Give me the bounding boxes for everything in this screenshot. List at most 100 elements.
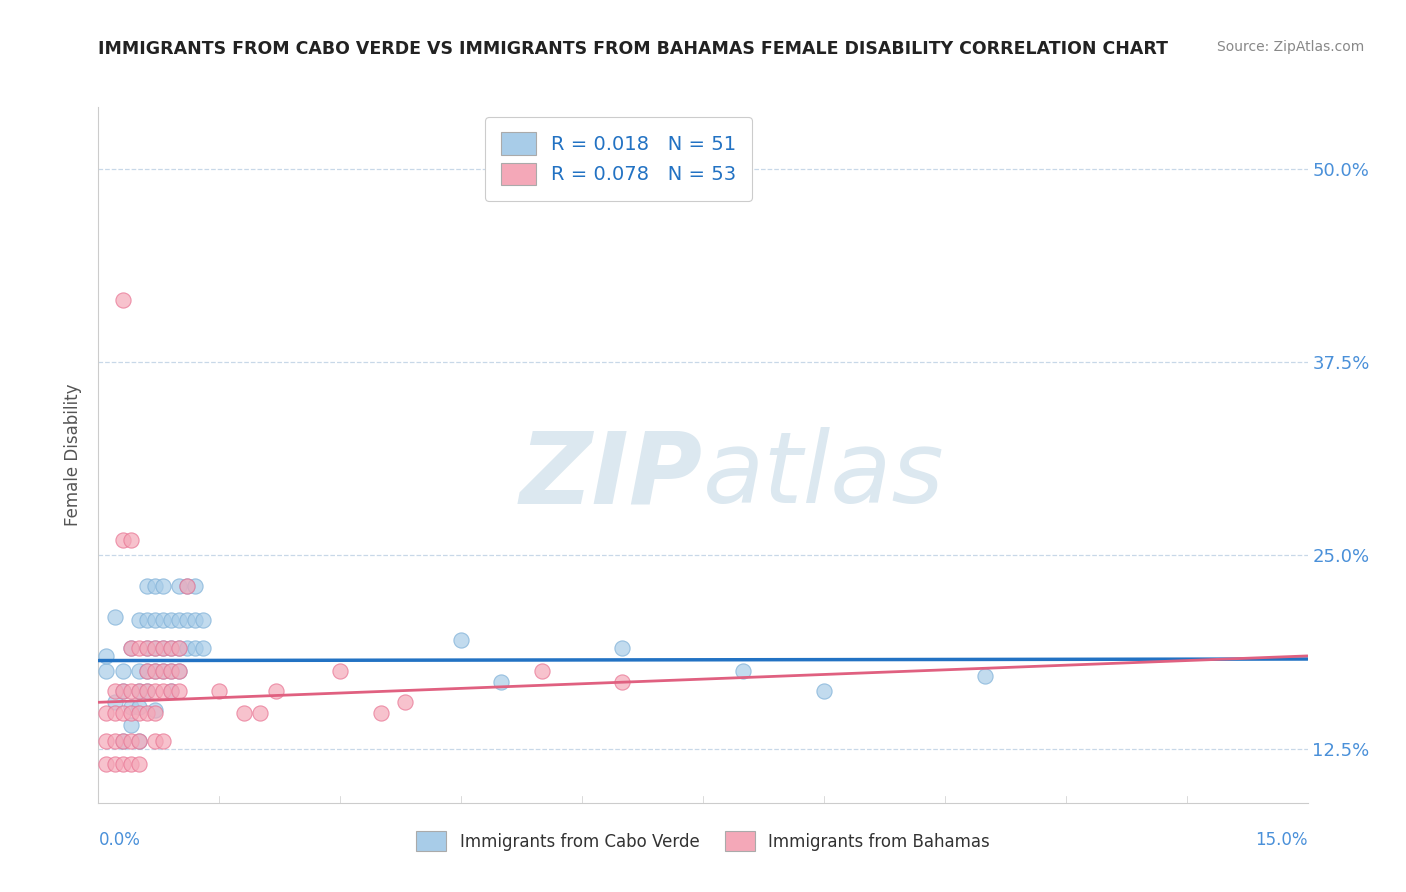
Point — [135, 665, 157, 679]
Point — [135, 613, 157, 627]
Point — [167, 641, 190, 656]
Point — [128, 641, 150, 656]
Point — [103, 757, 125, 772]
Point — [450, 633, 472, 648]
Point — [152, 665, 174, 679]
Point — [135, 579, 157, 593]
Point — [329, 665, 352, 679]
Point — [96, 648, 118, 663]
Point — [232, 706, 254, 720]
Point — [152, 613, 174, 627]
Point — [143, 641, 166, 656]
Point — [208, 684, 231, 698]
Point — [103, 610, 125, 624]
Point — [128, 700, 150, 714]
Point — [103, 695, 125, 709]
Point — [135, 641, 157, 656]
Point — [974, 669, 997, 683]
Point — [491, 675, 513, 690]
Point — [143, 579, 166, 593]
Point — [193, 613, 215, 627]
Point — [120, 734, 142, 748]
Point — [143, 613, 166, 627]
Point — [813, 684, 835, 698]
Point — [167, 579, 190, 593]
Point — [135, 684, 157, 698]
Point — [264, 684, 287, 698]
Point — [184, 641, 207, 656]
Point — [111, 734, 134, 748]
Point — [111, 684, 134, 698]
Point — [160, 665, 183, 679]
Point — [128, 665, 150, 679]
Point — [612, 641, 634, 656]
Point — [103, 734, 125, 748]
Point — [128, 706, 150, 720]
Point — [160, 684, 183, 698]
Point — [96, 757, 118, 772]
Point — [176, 579, 198, 593]
Point — [143, 665, 166, 679]
Point — [152, 641, 174, 656]
Point — [143, 734, 166, 748]
Point — [111, 734, 134, 748]
Point — [152, 665, 174, 679]
Point — [152, 579, 174, 593]
Point — [128, 684, 150, 698]
Y-axis label: Female Disability: Female Disability — [65, 384, 83, 526]
Point — [249, 706, 271, 720]
Point — [120, 700, 142, 714]
Point — [120, 641, 142, 656]
Point — [143, 706, 166, 720]
Point — [103, 706, 125, 720]
Point — [111, 757, 134, 772]
Point — [160, 665, 183, 679]
Point — [143, 684, 166, 698]
Point — [193, 641, 215, 656]
Point — [103, 684, 125, 698]
Point — [96, 665, 118, 679]
Point — [120, 641, 142, 656]
Point — [612, 675, 634, 690]
Point — [111, 293, 134, 308]
Point — [120, 684, 142, 698]
Point — [152, 734, 174, 748]
Text: atlas: atlas — [703, 427, 945, 524]
Point — [111, 533, 134, 547]
Point — [176, 579, 198, 593]
Point — [135, 641, 157, 656]
Text: IMMIGRANTS FROM CABO VERDE VS IMMIGRANTS FROM BAHAMAS FEMALE DISABILITY CORRELAT: IMMIGRANTS FROM CABO VERDE VS IMMIGRANTS… — [98, 40, 1168, 58]
Point — [184, 613, 207, 627]
Point — [128, 757, 150, 772]
Point — [152, 684, 174, 698]
Text: 15.0%: 15.0% — [1256, 830, 1308, 848]
Point — [120, 718, 142, 732]
Point — [167, 665, 190, 679]
Point — [120, 533, 142, 547]
Point — [128, 734, 150, 748]
Point — [111, 684, 134, 698]
Point — [176, 613, 198, 627]
Point — [111, 706, 134, 720]
Point — [370, 706, 392, 720]
Point — [128, 684, 150, 698]
Point — [167, 641, 190, 656]
Point — [96, 734, 118, 748]
Point — [167, 684, 190, 698]
Point — [160, 641, 183, 656]
Point — [167, 665, 190, 679]
Point — [135, 706, 157, 720]
Point — [184, 579, 207, 593]
Point — [128, 734, 150, 748]
Point — [152, 641, 174, 656]
Point — [530, 665, 553, 679]
Point — [111, 665, 134, 679]
Point — [160, 613, 183, 627]
Point — [733, 665, 755, 679]
Point — [160, 684, 183, 698]
Point — [176, 641, 198, 656]
Legend: Immigrants from Cabo Verde, Immigrants from Bahamas: Immigrants from Cabo Verde, Immigrants f… — [404, 818, 1002, 864]
Text: ZIP: ZIP — [520, 427, 703, 524]
Text: 0.0%: 0.0% — [98, 830, 141, 848]
Point — [160, 641, 183, 656]
